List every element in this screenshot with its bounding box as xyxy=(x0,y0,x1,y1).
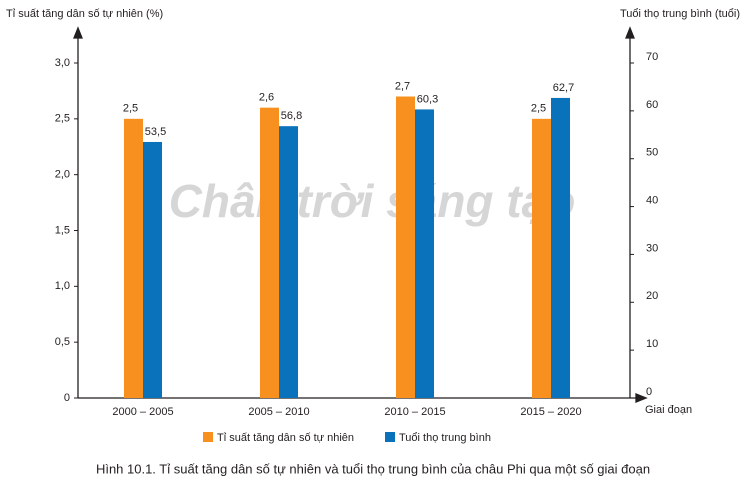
bar xyxy=(532,118,551,398)
arrow xyxy=(635,393,648,403)
arrow xyxy=(73,26,83,39)
y-tick-label: 0,5 xyxy=(55,336,70,348)
value-label: 60,3 xyxy=(417,93,438,105)
y-tick-label: 0 xyxy=(64,392,70,404)
y2-axis-title: Tuổi thọ trung bình (tuổi) xyxy=(620,8,740,20)
watermark: Chân trời sáng tạo xyxy=(169,175,576,227)
arrow xyxy=(625,26,635,39)
y2-tick-label: 70 xyxy=(646,51,658,63)
bar xyxy=(279,126,298,399)
y2-tick-label: 20 xyxy=(646,290,658,302)
x-tick-label: 2000 – 2005 xyxy=(112,406,173,418)
x-tick-label: 2005 – 2010 xyxy=(248,406,309,418)
value-label: 53,5 xyxy=(145,126,166,138)
y2-tick-label: 50 xyxy=(646,147,658,159)
value-label: 2,6 xyxy=(259,92,274,104)
y2-tick-label: 30 xyxy=(646,242,658,254)
bar xyxy=(415,109,434,399)
y2-tick-label: 60 xyxy=(646,99,658,111)
y2-tick-label: 40 xyxy=(646,194,658,206)
legend-swatch xyxy=(203,432,213,442)
x-tick-label: 2015 – 2020 xyxy=(520,406,581,418)
x-axis-title: Giai đoạn xyxy=(645,404,692,416)
y-tick-label: 2,5 xyxy=(55,113,70,125)
value-label: 2,7 xyxy=(395,80,410,92)
bar xyxy=(260,107,279,399)
value-label: 56,8 xyxy=(281,110,302,122)
value-label: 62,7 xyxy=(553,82,574,94)
legend-label: Tỉ suất tăng dân số tự nhiên xyxy=(217,432,354,444)
x-tick-label: 2010 – 2015 xyxy=(384,406,445,418)
legend-label: Tuổi thọ trung bình xyxy=(399,432,491,444)
bar xyxy=(551,97,570,398)
y-tick-label: 1,0 xyxy=(55,280,70,292)
y-tick-label: 1,5 xyxy=(55,224,70,236)
y-tick-label: 3,0 xyxy=(55,57,70,69)
y2-tick-label: 0 xyxy=(646,386,652,398)
legend-swatch xyxy=(385,432,395,442)
y-tick-label: 2,0 xyxy=(55,169,70,181)
bar xyxy=(124,118,143,398)
y-axis-title: Tỉ suất tăng dân số tự nhiên (%) xyxy=(6,8,163,20)
caption: Hình 10.1. Tỉ suất tăng dân số tự nhiên … xyxy=(96,461,650,476)
y2-tick-label: 10 xyxy=(646,338,658,350)
value-label: 2,5 xyxy=(531,103,546,115)
bar xyxy=(396,96,415,398)
value-label: 2,5 xyxy=(123,103,138,115)
bar xyxy=(143,141,162,398)
